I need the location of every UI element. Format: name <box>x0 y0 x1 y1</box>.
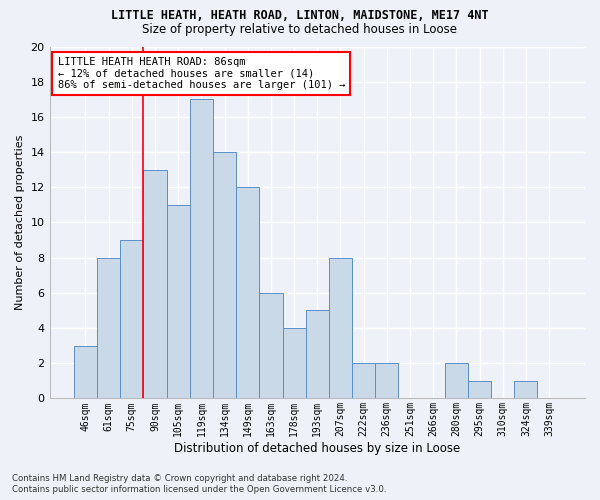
Bar <box>283 328 305 398</box>
Bar <box>213 152 236 398</box>
Bar <box>236 188 259 398</box>
Bar <box>514 381 538 398</box>
Bar <box>74 346 97 399</box>
Bar <box>143 170 167 398</box>
Y-axis label: Number of detached properties: Number of detached properties <box>15 135 25 310</box>
Text: Size of property relative to detached houses in Loose: Size of property relative to detached ho… <box>143 22 458 36</box>
Bar <box>375 363 398 398</box>
Bar <box>120 240 143 398</box>
Text: Contains HM Land Registry data © Crown copyright and database right 2024.
Contai: Contains HM Land Registry data © Crown c… <box>12 474 386 494</box>
Bar <box>190 100 213 399</box>
Bar <box>305 310 329 398</box>
Text: LITTLE HEATH, HEATH ROAD, LINTON, MAIDSTONE, ME17 4NT: LITTLE HEATH, HEATH ROAD, LINTON, MAIDST… <box>111 9 489 22</box>
Bar <box>445 363 468 398</box>
Text: LITTLE HEATH HEATH ROAD: 86sqm
← 12% of detached houses are smaller (14)
86% of : LITTLE HEATH HEATH ROAD: 86sqm ← 12% of … <box>58 57 345 90</box>
Bar <box>468 381 491 398</box>
Bar <box>259 293 283 399</box>
X-axis label: Distribution of detached houses by size in Loose: Distribution of detached houses by size … <box>174 442 460 455</box>
Bar <box>167 205 190 398</box>
Bar <box>352 363 375 398</box>
Bar <box>329 258 352 398</box>
Bar <box>97 258 120 398</box>
